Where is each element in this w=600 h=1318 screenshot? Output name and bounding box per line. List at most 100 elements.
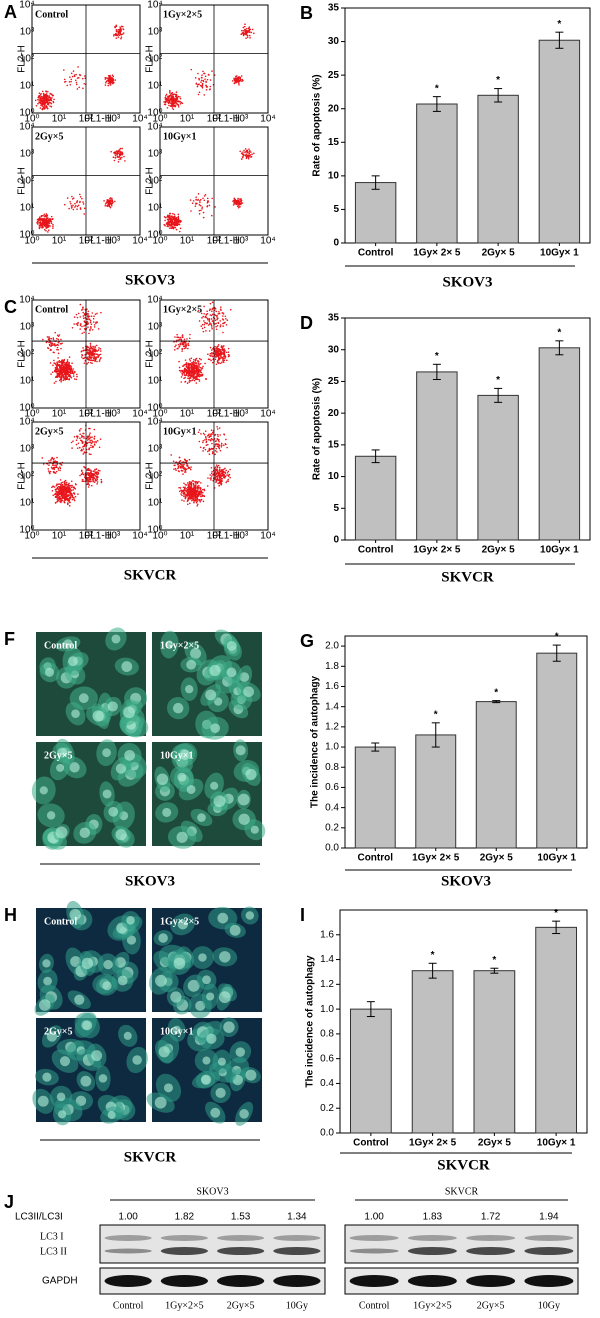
flow-dot: [216, 348, 219, 351]
flow-dot: [187, 347, 189, 350]
y-tick-label: 10³: [148, 149, 163, 160]
flow-dot: [184, 380, 187, 383]
flow-dot: [164, 101, 167, 103]
flow-dot: [76, 437, 79, 439]
flow-dot: [63, 498, 66, 501]
y-tick-label: 15: [328, 137, 340, 148]
flow-dot: [198, 378, 200, 381]
nucleus: [78, 693, 89, 704]
cell-line: SKOV3: [125, 873, 175, 889]
flow-dot: [119, 33, 122, 36]
flow-dot: [69, 83, 72, 86]
flow-dot: [81, 478, 84, 481]
nucleus: [229, 924, 241, 936]
lane-label: Control: [359, 1300, 390, 1311]
flow-dot: [49, 93, 51, 95]
flow-dot: [241, 158, 243, 160]
plot-title: 10Gy×1: [163, 131, 196, 142]
flow-dot: [243, 25, 246, 28]
flow-dot: [217, 345, 219, 348]
flow-dot: [89, 441, 92, 444]
flow-dot: [236, 75, 238, 77]
flow-dot: [218, 362, 220, 365]
flow-dot: [202, 365, 204, 368]
x-tick-label: 10¹: [180, 409, 195, 420]
ratio: 1.34: [287, 1212, 307, 1223]
flow-dot: [76, 83, 78, 86]
flow-dot: [238, 82, 240, 85]
flow-dot: [84, 317, 86, 319]
flow-dot: [81, 325, 83, 328]
flow-dot: [80, 309, 83, 311]
flow-dot: [70, 80, 72, 83]
bar: [354, 746, 396, 849]
flow-dot: [181, 464, 184, 466]
flow-dot: [93, 437, 96, 440]
flow-dot: [57, 374, 60, 377]
flow-dot: [90, 484, 93, 487]
flow-dot: [114, 152, 116, 155]
x-axis-label: FL1-H: [84, 114, 112, 125]
flow-dot: [189, 333, 191, 336]
flow-dot: [66, 363, 69, 366]
flow-dot: [203, 72, 206, 75]
flow-dot: [207, 353, 209, 356]
flow-dot: [244, 23, 246, 25]
cell-line: SKOV3: [441, 873, 491, 889]
y-tick-label: 10⁰: [19, 230, 34, 241]
bar: [415, 734, 457, 849]
y-tick-label: 10¹: [148, 81, 163, 92]
flow-dot: [64, 371, 67, 374]
significance: *: [557, 19, 561, 30]
flow-dot: [94, 359, 97, 361]
flow-dot: [93, 324, 96, 326]
flow-dot: [69, 365, 72, 367]
flow-dot: [88, 438, 90, 440]
flow-dot: [218, 469, 221, 472]
flow-dot: [194, 365, 197, 368]
band: [524, 1247, 574, 1255]
y-axis-label: Rate of apoptosis (%): [312, 74, 323, 176]
flow-dot: [87, 474, 90, 476]
band: [273, 1235, 321, 1241]
flow-dot: [93, 428, 96, 431]
flow-dot: [167, 97, 169, 100]
panel-label: B: [300, 3, 313, 23]
flow-dot: [188, 370, 190, 373]
flow-dot: [164, 224, 166, 227]
flow-dot: [190, 68, 193, 71]
flow-dot: [87, 486, 90, 488]
blot: [344, 1224, 579, 1264]
lane-label: 2Gy×5: [227, 1300, 255, 1311]
flow-dot: [115, 24, 118, 27]
flow-dot: [55, 464, 58, 467]
flow-dot: [222, 474, 224, 477]
flow-dot: [68, 356, 71, 358]
flow-dot: [190, 210, 192, 212]
flow-dot: [211, 452, 214, 455]
flow-dot: [195, 198, 197, 201]
flow-dot: [82, 87, 84, 90]
flow-dot: [91, 474, 94, 477]
flow-dot: [49, 101, 52, 104]
flow-dot: [72, 489, 75, 491]
flow-dot: [191, 367, 194, 370]
flow-dot: [173, 97, 175, 99]
flow-dot: [54, 492, 57, 495]
x-tick-label: 2Gy× 5: [482, 248, 516, 259]
flow-dot: [198, 364, 200, 366]
flow-dot: [217, 443, 219, 445]
flow-dot: [47, 90, 49, 93]
band: [217, 1275, 265, 1287]
flow-dot: [65, 493, 68, 496]
nucleus: [206, 1033, 217, 1044]
flow-dot: [209, 448, 212, 451]
nucleus: [245, 911, 255, 920]
flow-dot: [169, 98, 171, 100]
flow-dot: [209, 322, 211, 324]
flow-dot: [58, 363, 61, 366]
flow-dot: [100, 478, 103, 481]
nucleus: [126, 916, 135, 925]
flow-dot: [220, 350, 222, 353]
flow-dot: [83, 476, 86, 478]
